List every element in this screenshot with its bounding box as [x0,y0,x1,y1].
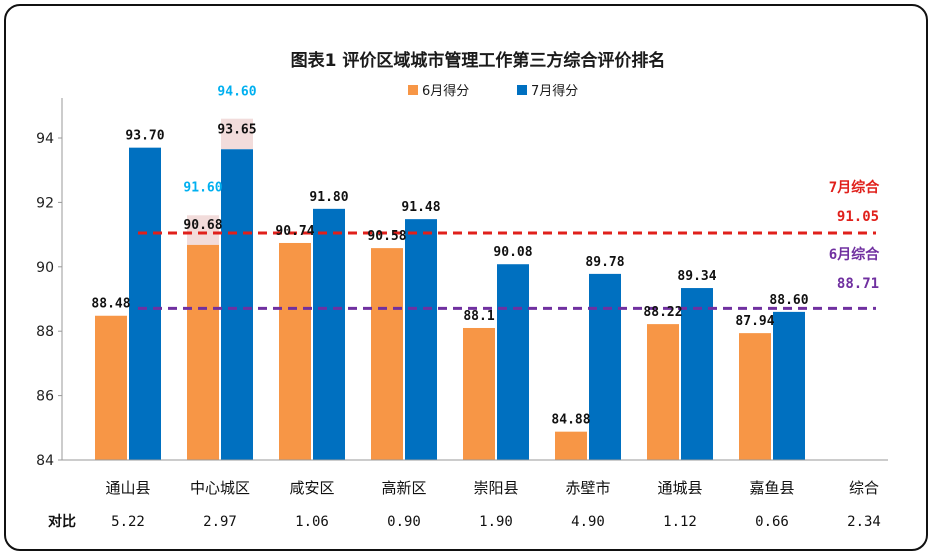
corrected-july-shade [221,118,253,150]
y-axis: 84 86 88 90 92 94 [36,98,63,469]
x-tick-label: 赤壁市 [565,479,610,497]
label-june-4: 88.1 [463,309,494,324]
x-tick-label: 通城县 [657,479,702,497]
bar-june-1 [187,244,219,460]
label-june-3: 90.58 [367,229,406,244]
label-july-7: 88.60 [769,293,808,308]
reference-name-1: 6月综合 [829,246,880,263]
bar-july-1 [221,149,253,460]
legend-swatch-july [517,85,527,95]
legend: 6月得分 7月得分 [408,83,578,99]
y-tick-label: 88 [36,324,54,340]
bars-layer [95,118,805,460]
y-tick-label: 84 [36,453,54,469]
comparison-value-4: 1.90 [479,514,513,530]
label-june-5: 84.88 [551,413,590,428]
label-july-0: 93.70 [125,129,164,144]
legend-swatch-june [408,85,418,95]
legend-label-june: 6月得分 [422,83,469,99]
x-tick-label: 咸安区 [289,479,334,497]
reference-value-1: 88.71 [837,276,879,292]
label-july-6: 89.34 [677,269,716,284]
x-tick-label: 嘉鱼县 [749,479,794,497]
label-june-2: 90.74 [275,224,314,239]
bar-june-0 [95,315,127,460]
bar-june-6 [647,324,679,460]
comparison-value-6: 1.12 [663,514,697,530]
x-axis: 通山县 中心城区 咸安区 高新区 崇阳县 赤壁市 通城县 嘉鱼县 综合 [62,459,888,497]
comparison-value-8: 2.34 [847,514,881,530]
y-tick-label: 86 [36,389,54,405]
label-july-2: 91.80 [309,190,348,205]
reference-value-0: 91.05 [837,209,879,225]
label-july-1: 93.65 [217,122,256,137]
label-june-1: 90.68 [183,218,222,233]
label-june-6: 88.22 [643,305,682,320]
comparison-value-2: 1.06 [295,514,329,530]
bar-july-7 [773,311,805,460]
label-june-7: 87.94 [735,314,774,329]
y-tick-label: 90 [36,260,54,276]
x-tick-label: 崇阳县 [473,479,518,497]
data-labels: 91.60 94.60 88.48 93.70 90.68 93.65 90.74 91.80… [91,85,808,428]
corrected-june-shade [187,215,219,245]
reference-lines: 7月综合 91.05 6月综合 88.71 [138,179,880,310]
label-july-4: 90.08 [493,245,532,260]
comparison-value-1: 2.97 [203,514,237,530]
comparison-title: 对比 [48,513,76,530]
x-tick-label: 中心城区 [190,479,250,497]
x-tick-label: 通山县 [105,479,150,497]
y-tick-label: 94 [36,131,54,147]
legend-label-july: 7月得分 [531,83,578,99]
bar-june-2 [279,242,311,460]
comparison-row: 对比 5.22 2.97 1.06 0.90 1.90 4.90 1.12 0.66 2.34 [48,513,881,530]
bar-july-3 [405,219,437,460]
comparison-value-5: 4.90 [571,514,605,530]
comparison-value-7: 0.66 [755,514,789,530]
bar-june-7 [739,333,771,460]
bar-july-5 [589,273,621,460]
x-tick-label: 高新区 [381,479,426,497]
y-tick-label: 92 [36,195,54,211]
comparison-value-3: 0.90 [387,514,421,530]
x-tick-label: 综合 [849,479,879,497]
bar-june-5 [555,431,587,460]
bar-july-6 [681,288,713,460]
bar-june-3 [371,248,403,460]
corrected-june-label: 91.60 [183,180,222,195]
bar-june-4 [463,327,495,460]
chart-title: 图表1 评价区域城市管理工作第三方综合评价排名 [291,50,666,71]
comparison-value-0: 5.22 [111,514,145,530]
bar-july-4 [497,264,529,460]
reference-name-0: 7月综合 [829,179,880,196]
label-july-3: 91.48 [401,200,440,215]
label-july-5: 89.78 [585,255,624,270]
bar-july-2 [313,208,345,460]
bar-july-0 [129,147,161,460]
label-june-0: 88.48 [91,297,130,312]
corrected-july-label: 94.60 [217,85,256,100]
